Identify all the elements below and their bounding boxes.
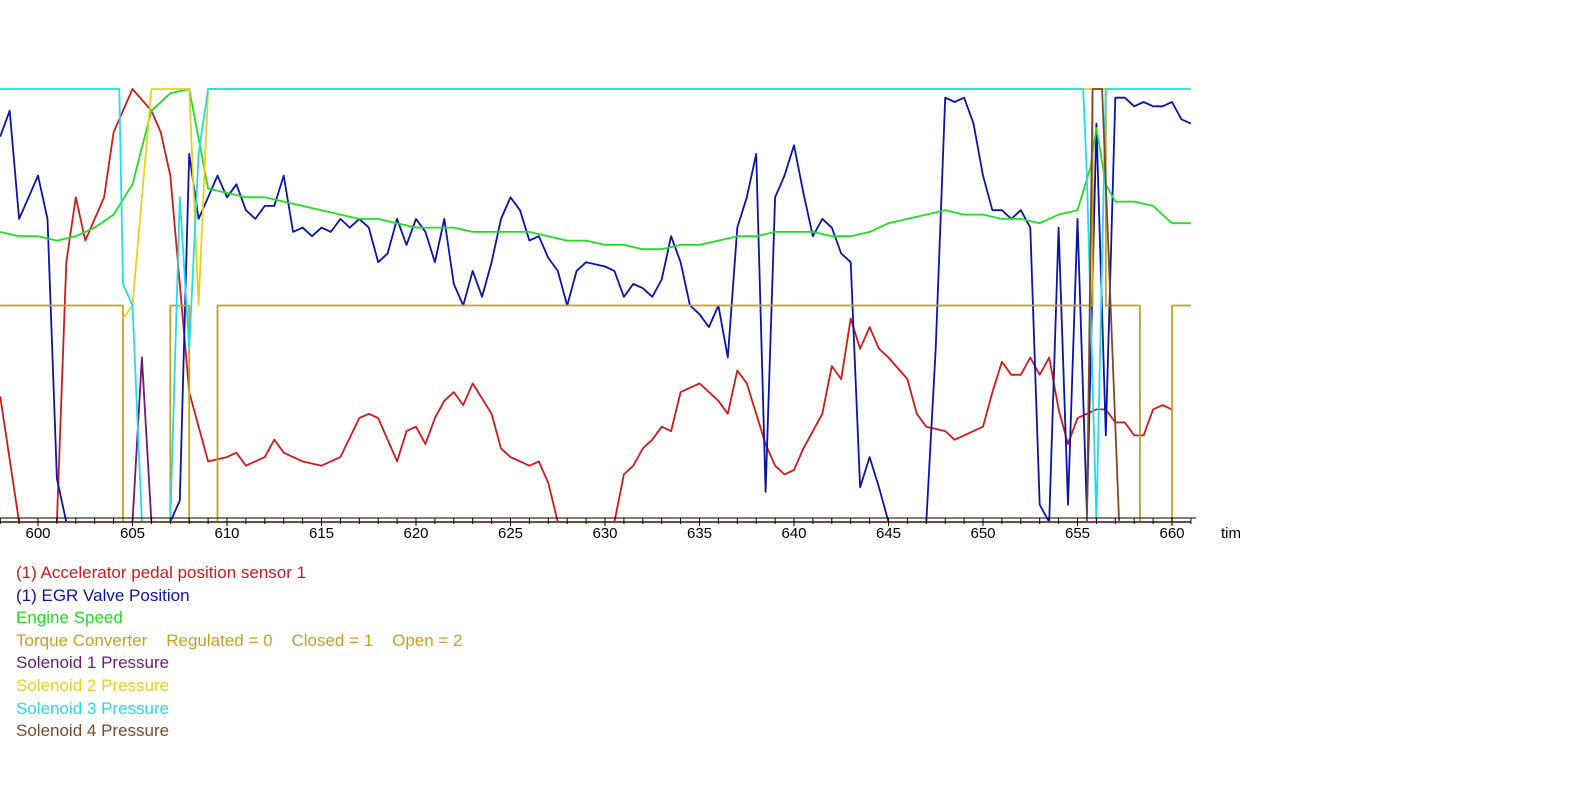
x-tick-label: 630: [592, 525, 617, 542]
x-tick-label: 625: [498, 525, 523, 542]
legend-item-6: Solenoid 2 Pressure: [16, 675, 170, 695]
series-line-2: [0, 96, 1192, 523]
series-line-7: [0, 88, 1191, 523]
x-tick-label: 620: [403, 525, 428, 542]
legend-item-1: (1) Accelerator pedal position sensor 1: [16, 563, 307, 582]
series-lines: [0, 88, 1192, 523]
x-tick-label: 645: [876, 525, 901, 542]
x-tick-label: 655: [1065, 525, 1090, 542]
series-line-3: [0, 88, 1191, 251]
x-tick-label: 650: [970, 525, 995, 542]
x-tick-label: 615: [309, 525, 334, 542]
legend-item-4: Torque Converter Regulated = 0 Closed = …: [16, 630, 463, 650]
x-tick-label: 635: [687, 525, 712, 542]
legend-item-2: (1) EGR Valve Position: [16, 585, 190, 605]
legend: (1) Accelerator pedal position sensor 1 (…: [16, 562, 463, 743]
legend-item-8: Solenoid 4 Pressure: [16, 721, 170, 741]
legend-item-3: Engine Speed: [16, 608, 123, 628]
x-axis: 600 605 610 615 620 625 630 635 640 645 650 655 660: [0, 517, 1196, 542]
series-line-1: [0, 88, 1173, 523]
series-line-8: [0, 88, 1191, 523]
legend-item-5: Solenoid 1 Pressure: [16, 653, 170, 673]
x-tick-label: 660: [1159, 525, 1184, 542]
series-line-4: [0, 88, 1191, 523]
legend-item-7: Solenoid 3 Pressure: [16, 698, 170, 718]
x-tick-label: 610: [214, 525, 239, 542]
line-chart: 600 605 610 615 620 625 630 635 640 645 650 655 660 …: [0, 88, 1241, 542]
x-tick-label: 605: [120, 525, 145, 542]
x-tick-label: 600: [25, 525, 50, 542]
series-line-5: [0, 356, 1191, 523]
x-axis-label: tim: [1221, 525, 1241, 542]
x-tick-label: 640: [781, 525, 806, 542]
